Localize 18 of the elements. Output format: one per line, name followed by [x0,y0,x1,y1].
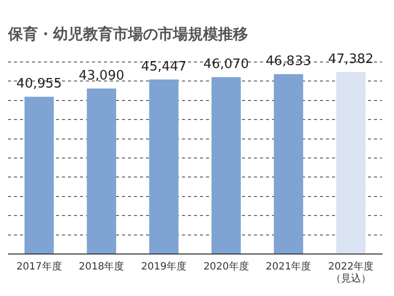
data-label: 45,447 [141,59,187,74]
x-tick-label: 2020年度 [203,260,249,273]
bar [274,74,304,254]
bar [149,79,178,254]
x-tick-label: 2022年度（見込） [328,260,374,285]
x-tick-label: 2019年度 [141,260,187,273]
data-label: 40,955 [16,76,62,92]
data-label: 43,090 [78,68,124,84]
bar [212,77,241,254]
x-tick-label: 2021年度 [266,260,312,273]
bar [86,88,116,254]
data-label: 46,070 [203,56,249,72]
bar [336,72,366,254]
x-tick-label: 2017年度 [16,260,62,273]
data-label: 46,833 [266,54,312,70]
x-tick-label: 2018年度 [78,260,124,273]
data-label: 47,382 [328,52,374,67]
bar [24,96,54,254]
